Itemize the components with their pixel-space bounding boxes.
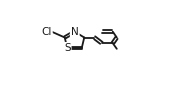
Text: N: N (71, 27, 79, 37)
Text: Cl: Cl (41, 27, 52, 37)
Text: S: S (64, 43, 71, 53)
